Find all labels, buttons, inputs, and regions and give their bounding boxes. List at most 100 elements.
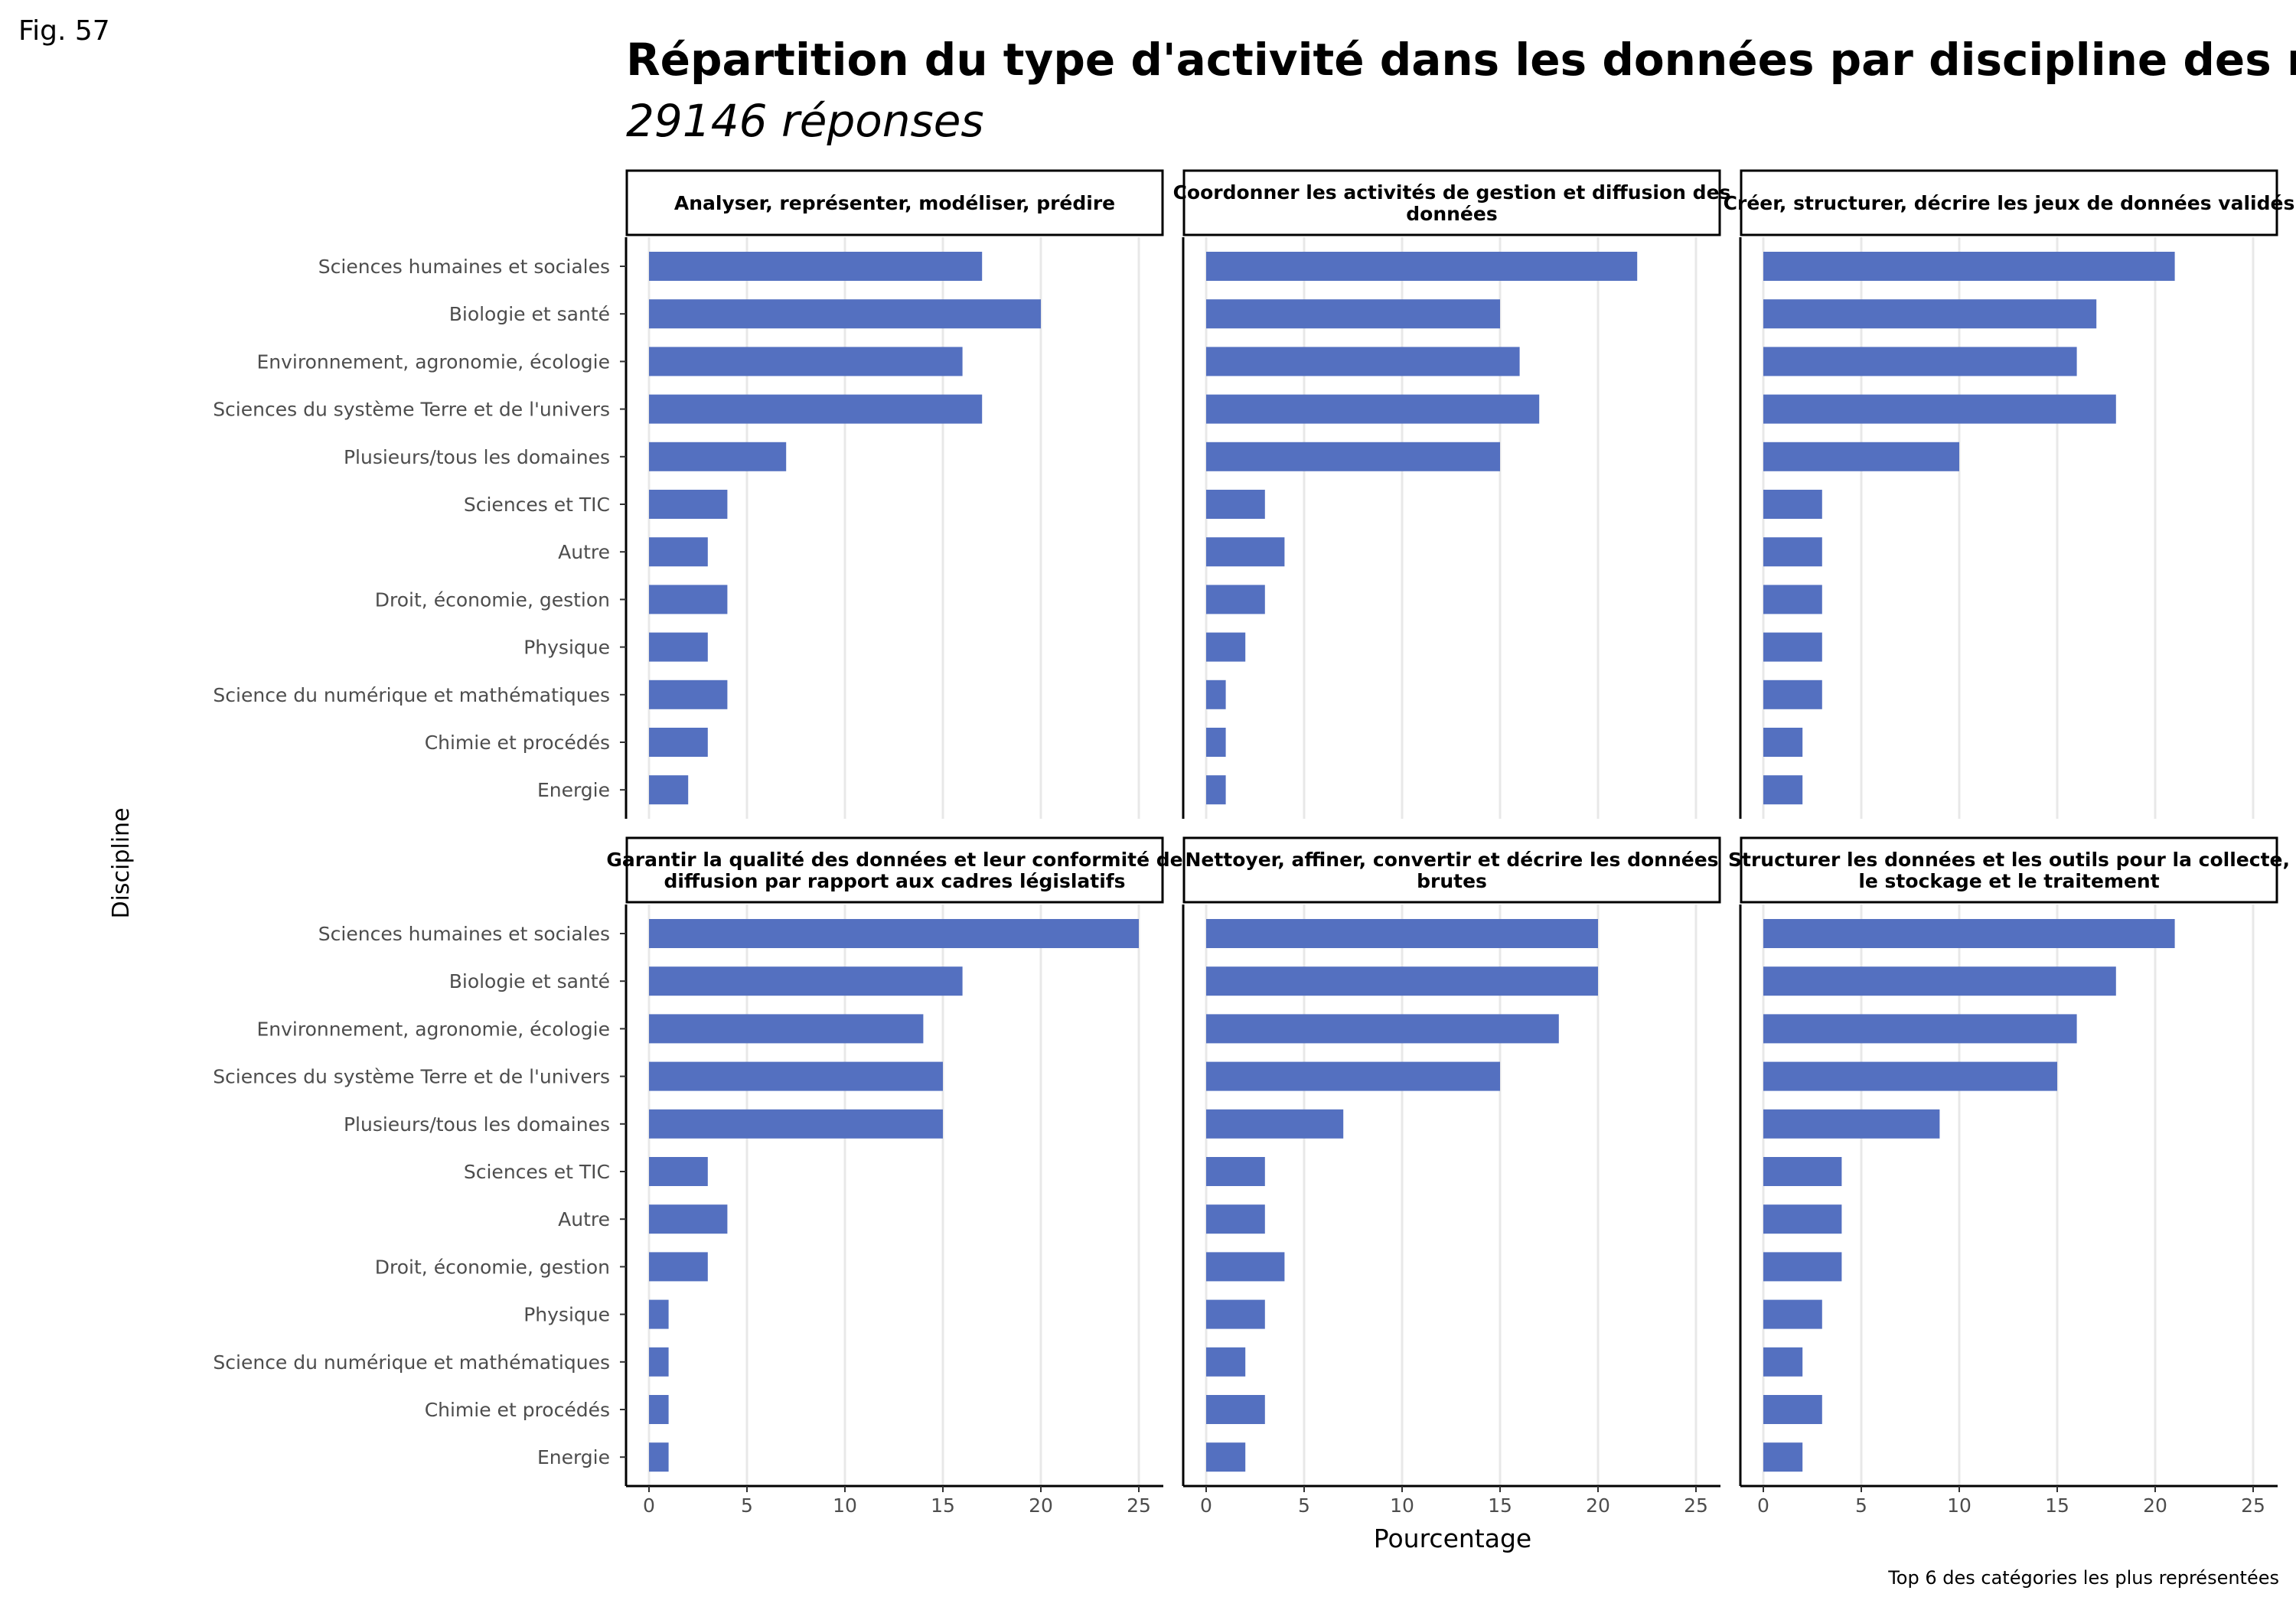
facet-panel: Créer, structurer, décrire les jeux de d… <box>1724 169 2295 819</box>
facet-strip-title: données <box>1406 203 1497 225</box>
facet-strip-title: brutes <box>1417 870 1487 892</box>
bar <box>1206 1442 1246 1472</box>
y-tick-label: Sciences et TIC <box>464 1161 610 1183</box>
x-tick-label: 15 <box>2045 1494 2069 1517</box>
chart-title: Répartition du type d'activité dans les … <box>626 34 2296 86</box>
bar <box>1763 919 2175 948</box>
y-tick-label: Science du numérique et mathématiques <box>213 684 610 706</box>
x-tick-label: 10 <box>1390 1494 1414 1517</box>
facet-panel: Analyser, représenter, modéliser, prédir… <box>213 169 1164 819</box>
bar <box>649 680 728 709</box>
bar <box>1206 252 1638 281</box>
bar <box>1763 347 2077 376</box>
bar <box>1206 1109 1344 1139</box>
y-tick-label: Biologie et santé <box>449 970 610 992</box>
x-axis-title: Pourcentage <box>1374 1524 1531 1553</box>
bar <box>1206 632 1246 662</box>
y-tick-label: Environnement, agronomie, écologie <box>256 350 610 373</box>
y-tick-label: Sciences du système Terre et de l'univer… <box>213 1066 610 1088</box>
x-tick-label: 20 <box>1586 1494 1610 1517</box>
bar <box>1763 585 1822 614</box>
bar <box>1763 1157 1842 1186</box>
x-tick-label: 10 <box>1947 1494 1971 1517</box>
bar <box>1206 442 1500 471</box>
facet-panel: Structurer les données et les outils pou… <box>1728 836 2290 1517</box>
facet-strip <box>1182 169 1721 236</box>
bar <box>1763 490 1822 519</box>
bar <box>1763 1109 1940 1139</box>
bar <box>1763 252 2175 281</box>
x-tick-label: 20 <box>1029 1494 1053 1517</box>
y-tick-label: Plusieurs/tous les domaines <box>344 1113 610 1136</box>
facet-strip-title: Structurer les données et les outils pou… <box>1728 849 2290 871</box>
y-tick-label: Autre <box>558 541 610 563</box>
bar <box>649 1061 943 1091</box>
y-tick-label: Environnement, agronomie, écologie <box>256 1018 610 1040</box>
bar <box>1206 1252 1285 1282</box>
x-tick-label: 10 <box>833 1494 857 1517</box>
x-tick-label: 0 <box>643 1494 655 1517</box>
bar <box>1763 1204 1842 1234</box>
bar <box>1206 299 1500 329</box>
bar <box>1206 966 1598 996</box>
facet-panel: Nettoyer, affiner, convertir et décrire … <box>1182 836 1721 1517</box>
facet-strip <box>1740 836 2278 904</box>
x-tick-label: 25 <box>2241 1494 2265 1517</box>
y-tick-label: Droit, économie, gestion <box>375 1256 610 1278</box>
bar <box>1763 632 1822 662</box>
bar <box>1206 1204 1265 1234</box>
x-tick-label: 20 <box>2143 1494 2167 1517</box>
bar <box>1763 775 1803 805</box>
chart-subtitle: 29146 réponses <box>626 95 984 147</box>
facet-strip-title: Nettoyer, affiner, convertir et décrire … <box>1185 849 1718 871</box>
bar <box>1206 919 1598 948</box>
bar <box>1763 966 2116 996</box>
y-tick-label: Autre <box>558 1208 610 1230</box>
bar <box>649 1109 943 1139</box>
x-tick-label: 5 <box>1298 1494 1310 1517</box>
bar <box>649 1252 708 1282</box>
bar <box>1763 1061 2057 1091</box>
facet-strip-title: Créer, structurer, décrire les jeux de d… <box>1724 192 2295 214</box>
y-tick-label: Sciences humaines et sociales <box>318 923 610 945</box>
y-axis-title: Discipline <box>108 807 135 918</box>
bar <box>649 728 708 757</box>
x-tick-label: 5 <box>1855 1494 1867 1517</box>
facet-strip <box>625 169 1164 236</box>
y-tick-label: Sciences du système Terre et de l'univer… <box>213 399 610 421</box>
bar <box>649 775 689 805</box>
bar <box>649 394 983 424</box>
bar <box>1763 1299 1822 1329</box>
bar <box>649 585 728 614</box>
figure-label: Fig. 57 <box>18 15 110 47</box>
facet-strip-title: diffusion par rapport aux cadres législa… <box>664 870 1125 892</box>
bar <box>1206 537 1285 567</box>
y-tick-label: Science du numérique et mathématiques <box>213 1351 610 1374</box>
bar <box>649 1442 669 1472</box>
y-tick-label: Physique <box>523 637 610 659</box>
chart-caption: Top 6 des catégories les plus représenté… <box>1887 1567 2279 1589</box>
bar <box>1763 394 2116 424</box>
x-tick-label: 25 <box>1127 1494 1151 1517</box>
x-tick-label: 0 <box>1757 1494 1769 1517</box>
bar <box>649 1014 924 1044</box>
y-tick-label: Physique <box>523 1304 610 1326</box>
bar <box>649 347 963 376</box>
bar <box>1763 1395 1822 1424</box>
bar <box>1206 1014 1559 1044</box>
bar <box>1206 585 1265 614</box>
x-tick-label: 25 <box>1684 1494 1708 1517</box>
bar <box>1206 1299 1265 1329</box>
bar <box>1763 537 1822 567</box>
facet-panel: Coordonner les activités de gestion et d… <box>1173 169 1730 819</box>
bar <box>1206 1157 1265 1186</box>
bar <box>1206 394 1540 424</box>
bar <box>649 632 708 662</box>
y-tick-label: Droit, économie, gestion <box>375 588 610 611</box>
bar <box>649 1157 708 1186</box>
bar <box>1763 299 2097 329</box>
facet-panels: Analyser, représenter, modéliser, prédir… <box>213 169 2295 1517</box>
bar <box>1206 775 1226 805</box>
facet-strip <box>1740 169 2278 236</box>
